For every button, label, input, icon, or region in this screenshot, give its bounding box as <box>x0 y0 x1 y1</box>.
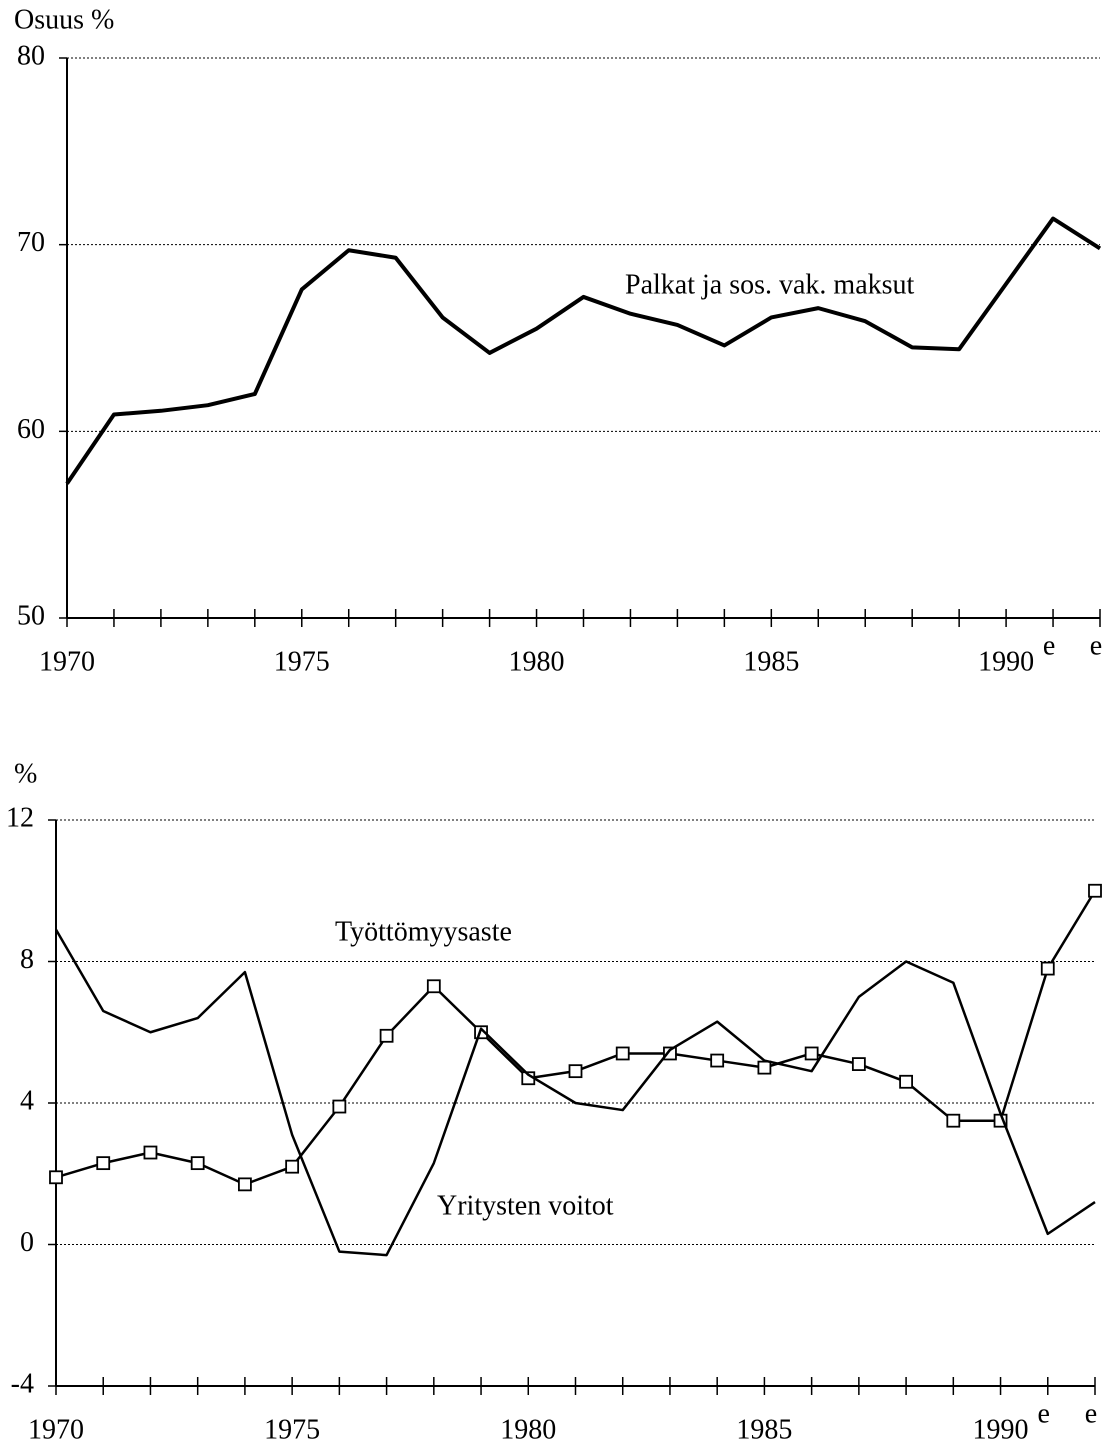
x-tick-label: 1990 <box>978 646 1034 677</box>
y-axis-label: Osuus % <box>14 4 114 35</box>
marker <box>426 979 441 994</box>
x-tick-label: 1970 <box>28 1414 84 1445</box>
series-line <box>55 890 1097 1186</box>
x-tick-label: 1975 <box>264 1414 320 1445</box>
marker <box>1088 883 1102 898</box>
annotation: e <box>1085 1398 1097 1429</box>
x-tick-label: 1980 <box>500 1414 556 1445</box>
y-tick-label: 12 <box>6 802 34 833</box>
marker <box>710 1053 725 1068</box>
y-axis-label: % <box>14 758 37 789</box>
marker <box>238 1177 252 1192</box>
x-tick-label: 1985 <box>743 646 799 677</box>
x-tick-label: 1975 <box>274 646 330 677</box>
y-tick-label: 70 <box>17 227 45 258</box>
x-tick-label: 1990 <box>973 1414 1029 1445</box>
series-line <box>54 929 1096 1257</box>
marker <box>899 1074 913 1089</box>
y-tick-label: 8 <box>20 944 34 975</box>
y-tick-label: 4 <box>20 1085 34 1116</box>
x-tick-label: 1985 <box>736 1414 792 1445</box>
marker <box>663 1046 677 1061</box>
marker <box>332 1099 347 1114</box>
series-label: Yritysten voitot <box>437 1190 614 1221</box>
marker <box>285 1159 300 1174</box>
series-label: Palkat ja sos. vak. maksut <box>625 269 915 300</box>
marker <box>1040 961 1055 976</box>
series-label: Työttömyysaste <box>335 916 512 947</box>
marker <box>568 1064 583 1079</box>
marker <box>615 1046 630 1061</box>
y-tick-label: 0 <box>20 1227 34 1258</box>
marker <box>96 1156 111 1171</box>
annotation: e <box>1043 630 1055 661</box>
x-tick-label: 1970 <box>39 646 95 677</box>
marker <box>804 1046 819 1061</box>
marker <box>946 1113 961 1128</box>
annotation: e <box>1090 630 1102 661</box>
y-tick-label: 50 <box>17 600 45 631</box>
y-tick-label: 80 <box>17 40 45 71</box>
marker <box>757 1060 772 1075</box>
marker <box>851 1057 866 1071</box>
marker <box>49 1170 63 1185</box>
annotation: e <box>1038 1398 1050 1429</box>
series-line <box>65 216 1102 485</box>
y-tick-label: -4 <box>11 1368 34 1399</box>
marker <box>190 1156 205 1171</box>
marker <box>143 1145 158 1160</box>
x-tick-label: 1980 <box>509 646 565 677</box>
marker <box>379 1028 394 1043</box>
y-tick-label: 60 <box>17 414 45 445</box>
